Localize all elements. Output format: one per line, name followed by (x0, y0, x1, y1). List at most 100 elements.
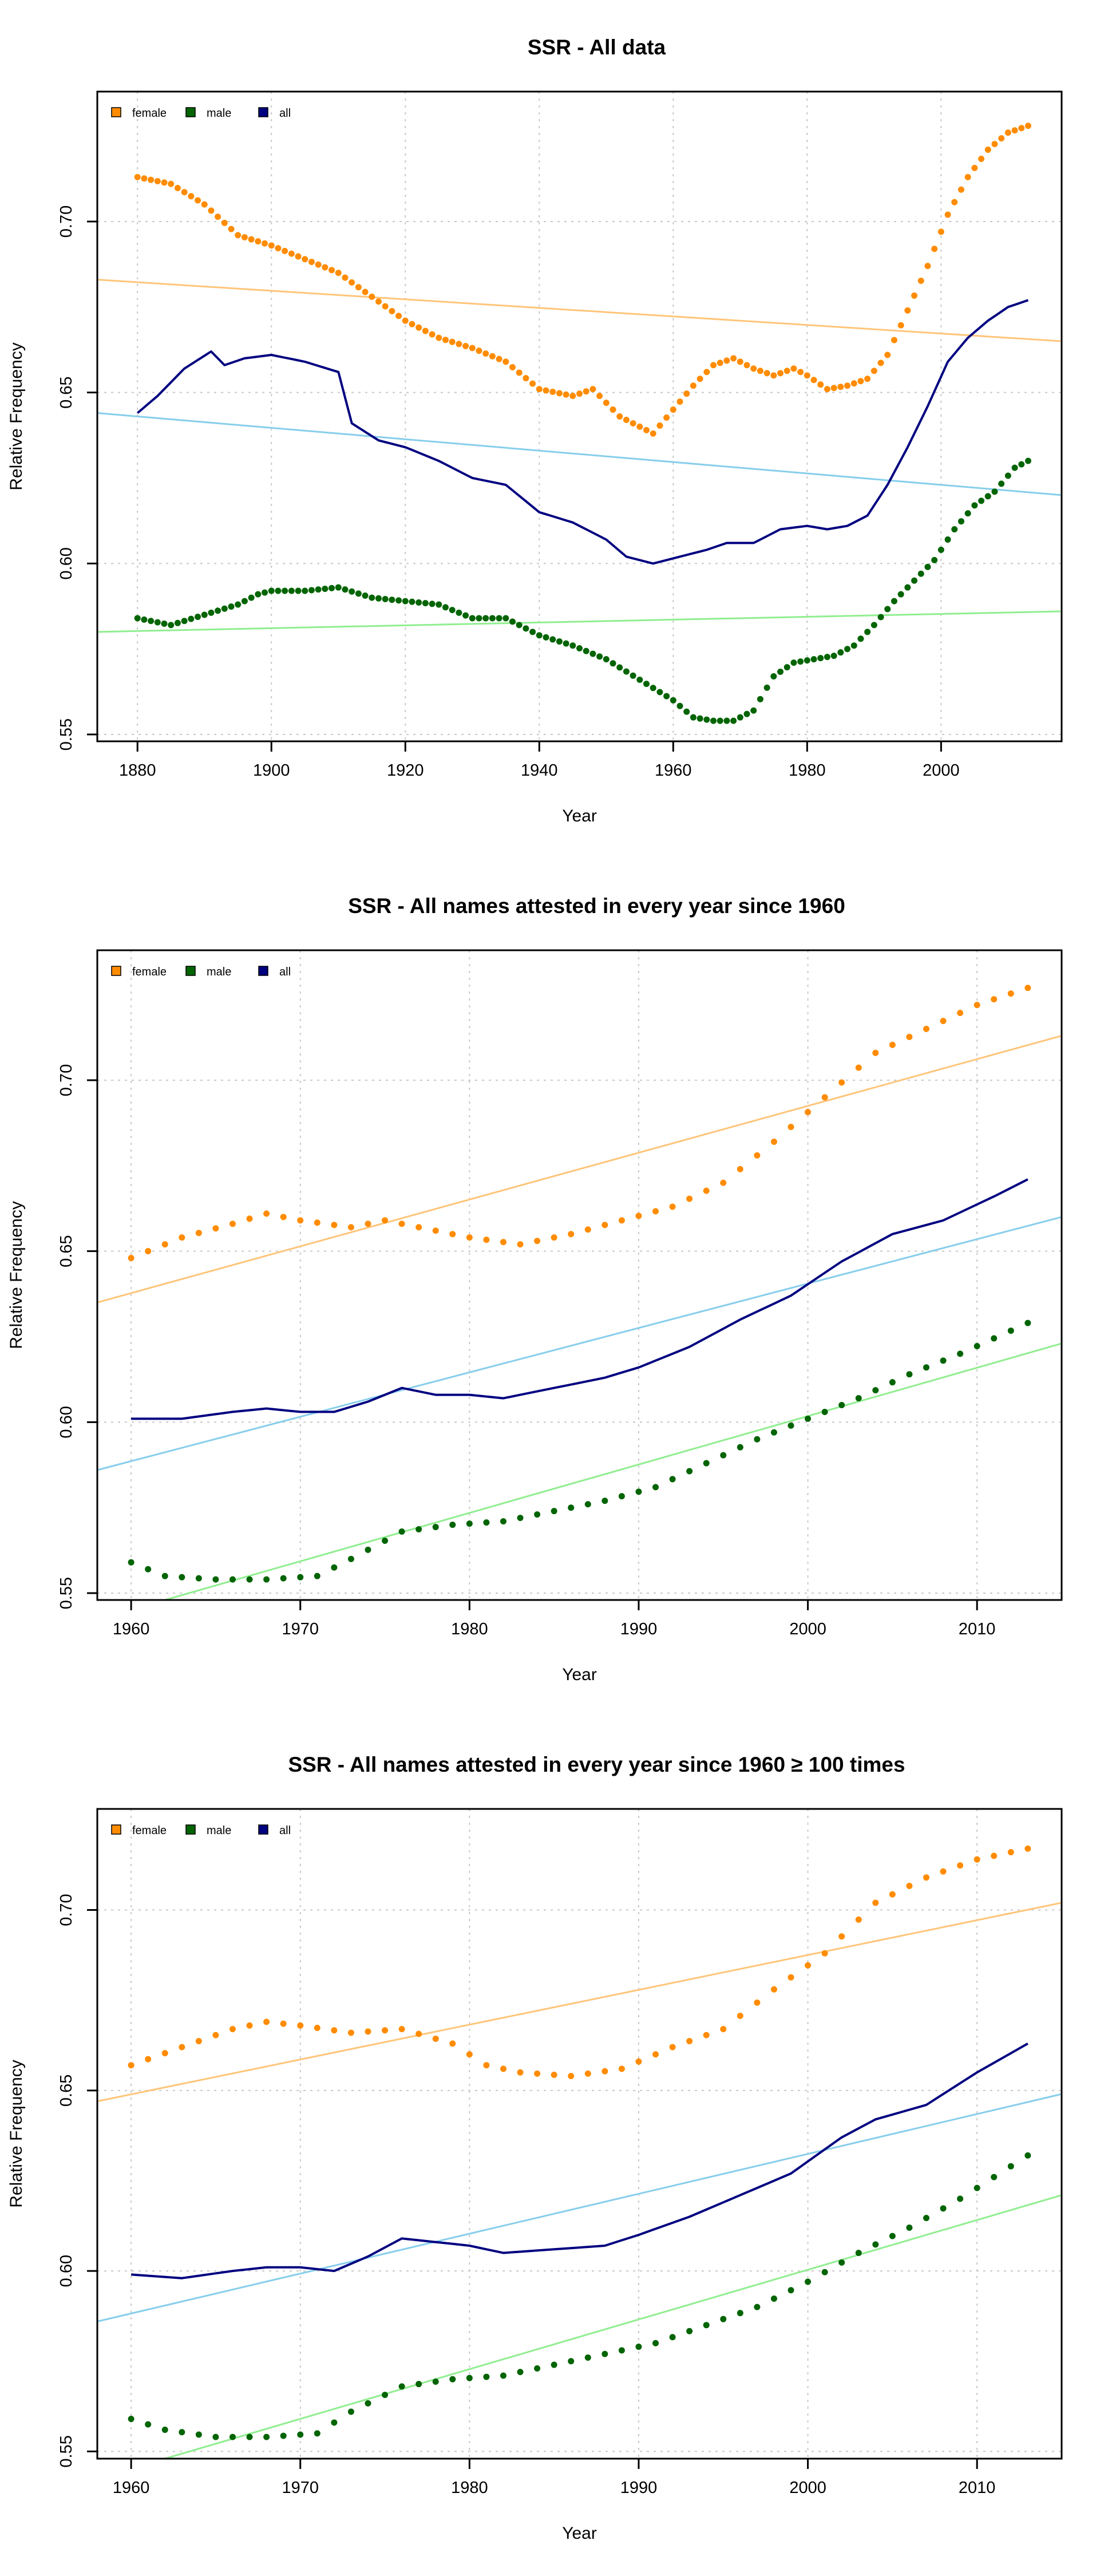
point-female (1011, 127, 1018, 134)
point-male (770, 1429, 777, 1436)
point-female (409, 321, 415, 327)
point-male (838, 1402, 845, 1408)
point-male (529, 629, 536, 635)
point-female (529, 380, 536, 387)
point-male (534, 2365, 541, 2372)
point-female (804, 372, 810, 379)
point-female (221, 219, 228, 226)
point-male (998, 480, 1005, 487)
y-tick-label: 0.60 (57, 547, 76, 579)
x-tick-label: 1940 (521, 761, 558, 780)
point-male (551, 2361, 557, 2368)
point-female (944, 211, 951, 218)
point-female (669, 1203, 676, 1210)
point-female (797, 369, 804, 376)
point-female (308, 258, 315, 265)
point-female (536, 386, 543, 393)
x-tick-label: 2000 (789, 1620, 826, 1638)
trend-line-male (97, 610, 1062, 633)
point-male (830, 653, 837, 659)
point-male (449, 2376, 456, 2383)
point-female (889, 1041, 896, 1048)
point-male (342, 586, 349, 593)
point-male (618, 1493, 625, 1500)
point-female (737, 1165, 743, 1172)
point-female (931, 246, 938, 252)
point-male (652, 1484, 659, 1491)
point-female (331, 1222, 338, 1228)
y-axis-label: Relative Frequency (7, 1201, 26, 1349)
point-female (517, 2069, 524, 2076)
point-male (750, 707, 757, 714)
legend: female male all (111, 1824, 291, 1837)
point-male (821, 2269, 828, 2275)
point-female (683, 390, 690, 397)
legend-label-female: female (132, 1824, 167, 1837)
point-female (991, 141, 998, 148)
grid (97, 950, 1062, 1600)
trend-line-male (164, 1342, 1062, 1601)
point-male (906, 2224, 913, 2231)
grid (97, 92, 1062, 741)
point-male (940, 1357, 947, 1364)
point-male (973, 1342, 980, 1349)
point-male (442, 604, 449, 611)
point-male (369, 594, 375, 601)
point-male (398, 1528, 405, 1535)
point-female (179, 2044, 185, 2050)
point-male (754, 2304, 761, 2310)
point-male (215, 607, 221, 614)
point-male (783, 664, 790, 671)
point-male (737, 2310, 743, 2317)
plot-frame (96, 949, 1063, 1601)
point-female (957, 1010, 964, 1017)
legend-swatch-male (185, 1824, 196, 1835)
point-female (195, 197, 201, 204)
point-female (743, 362, 750, 369)
chart-title: SSR - All names attested in every year s… (288, 1753, 905, 1776)
point-female (652, 2051, 659, 2058)
point-male (576, 645, 583, 652)
point-female (314, 1219, 320, 1226)
point-male (669, 2334, 676, 2341)
x-tick-label: 1960 (655, 761, 692, 780)
point-female (523, 375, 529, 382)
trend-line-female (97, 1902, 1062, 2103)
point-female (663, 414, 670, 421)
y-tick-label: 0.60 (57, 2255, 76, 2287)
point-female (940, 1017, 947, 1024)
point-female (650, 430, 656, 437)
point-female (670, 406, 676, 413)
point-female (730, 355, 737, 362)
legend-label-female: female (132, 966, 167, 978)
point-male (991, 488, 998, 495)
trend-line-all (97, 1216, 1062, 1471)
point-female (551, 1234, 557, 1241)
point-male (923, 1364, 930, 1371)
point-male (195, 2431, 202, 2438)
point-male (584, 1501, 591, 1508)
point-male (415, 599, 422, 606)
point-female (181, 189, 188, 196)
point-male (618, 2347, 625, 2354)
point-female (456, 341, 462, 347)
point-female (141, 175, 148, 182)
point-male (168, 622, 175, 629)
point-female (280, 2020, 287, 2027)
point-female (482, 350, 489, 357)
point-female (763, 370, 770, 377)
point-male (268, 587, 275, 594)
point-male (737, 714, 743, 721)
chart-title: SSR - All data (528, 35, 666, 59)
point-female (1007, 1849, 1014, 1856)
point-male (889, 1379, 896, 1386)
point-female (906, 1883, 913, 1890)
x-tick-label: 1900 (253, 761, 290, 780)
point-male (148, 618, 155, 625)
point-female (855, 1916, 862, 1923)
point-female (466, 1234, 473, 1241)
point-male (635, 1488, 642, 1495)
point-female (652, 1208, 659, 1215)
point-male (635, 2344, 642, 2350)
point-female (228, 226, 235, 232)
